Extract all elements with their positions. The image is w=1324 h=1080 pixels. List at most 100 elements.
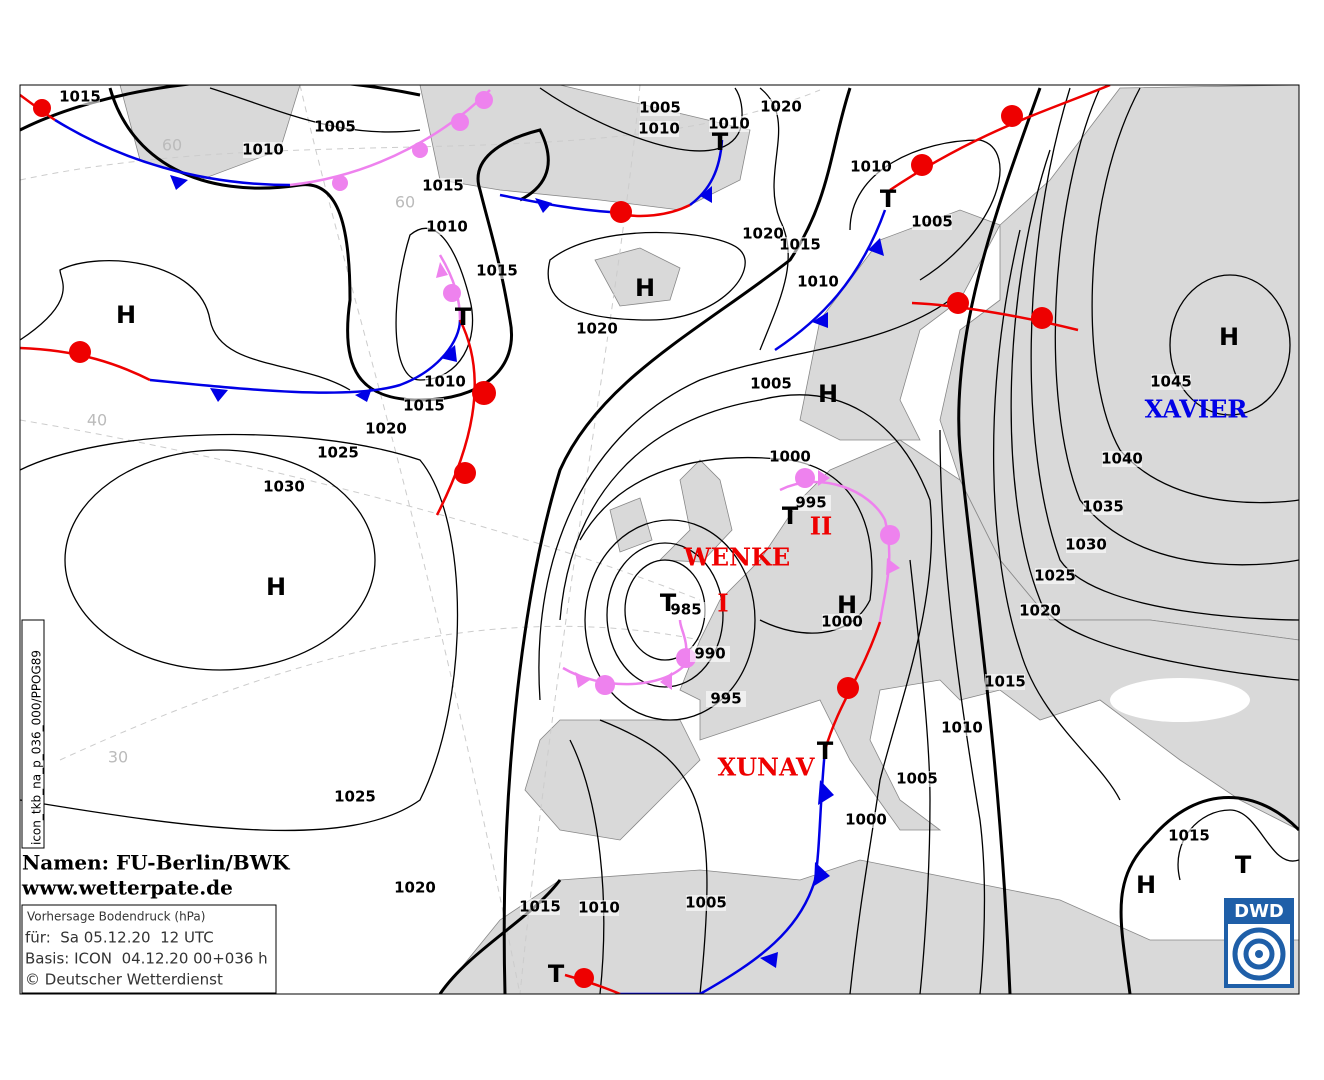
storm-name: XAVIER	[1145, 395, 1249, 424]
isobar-label: 1010	[242, 141, 284, 159]
isobar-label-bg	[851, 159, 891, 175]
isobar-label: 1015	[519, 898, 561, 916]
isobar-label-bg	[690, 646, 730, 662]
isobar-label-bg	[780, 237, 820, 253]
isobar-label: 1010	[424, 373, 466, 391]
isobar-label: 1005	[639, 99, 681, 117]
isobar-label: 1020	[394, 879, 436, 897]
logo-text: DWD	[1234, 901, 1284, 922]
isobar-label: 1010	[850, 158, 892, 176]
pressure-center: H	[837, 591, 857, 619]
isobar-label-bg	[1020, 603, 1060, 619]
isobar-label: 1030	[1065, 536, 1107, 554]
isobar-label-bg	[60, 89, 100, 105]
isobar-label-bg	[942, 720, 982, 736]
isobar-label-bg	[770, 449, 810, 465]
pressure-center: H	[266, 573, 286, 601]
pressure-center: H	[635, 274, 655, 302]
pressure-center: T	[712, 128, 729, 156]
isobar-label: 990	[694, 645, 725, 663]
isobar-label: 1015	[779, 236, 821, 254]
isobar-label: 1010	[578, 899, 620, 917]
isobar-label: 995	[795, 494, 826, 512]
isobar-label: 1015	[1168, 827, 1210, 845]
storm-name: XUNAV	[718, 753, 815, 782]
isobar-label-bg	[1169, 828, 1209, 844]
isobar-label-bg	[577, 321, 617, 337]
dwd-logo: DWD	[1224, 898, 1294, 988]
isobar-label: 1025	[334, 788, 376, 806]
isobar-label: 1010	[941, 719, 983, 737]
pressure-center: H	[1219, 323, 1239, 351]
isobar-label: 1015	[403, 397, 445, 415]
info-title: Vorhersage Bodendruck (hPa)	[27, 910, 205, 924]
info-copyright: © Deutscher Wetterdienst	[25, 971, 223, 989]
storm-name: I	[717, 589, 728, 618]
isobar-label-bg	[791, 495, 831, 511]
isobar-label-bg	[666, 602, 706, 618]
isobar-label-bg	[1102, 451, 1142, 467]
pressure-center: T	[1235, 851, 1252, 879]
info-box	[21, 904, 277, 994]
isobar-label-bg	[404, 398, 444, 414]
isobar-label-bg	[985, 674, 1025, 690]
storm-name: WENKE	[683, 543, 790, 572]
isobar-label: 1010	[426, 218, 468, 236]
pressure-center: T	[880, 185, 897, 213]
isobar-label-bg	[315, 119, 355, 135]
isobar-label-bg	[264, 479, 304, 495]
isobar-label: 1005	[911, 213, 953, 231]
isobar-label-bg	[706, 691, 746, 707]
isobar-label-bg	[427, 219, 467, 235]
isobar-label-bg	[1066, 537, 1106, 553]
isobar-label: 1010	[638, 120, 680, 138]
info-basis: Basis: ICON 04.12.20 00+036 h	[25, 950, 268, 968]
isobar-label: 1015	[476, 262, 518, 280]
latitude-label: 40	[87, 411, 107, 430]
pressure-center: T	[455, 303, 472, 331]
isobar-label-bg	[709, 116, 749, 132]
isobar-label-bg	[335, 789, 375, 805]
latitude-label: 60	[395, 193, 415, 212]
isobar-label-bg	[640, 100, 680, 116]
isobar-label-bg	[912, 214, 952, 230]
isobar-label: 1020	[742, 225, 784, 243]
latitude-label: 60	[162, 136, 182, 155]
isobar-label-bg	[846, 812, 886, 828]
pressure-center: H	[116, 301, 136, 329]
credits-website: www.wetterpate.de	[21, 876, 233, 900]
isobar-label-bg	[822, 614, 862, 630]
isobar-label-bg	[761, 99, 801, 115]
pressure-center: T	[817, 737, 834, 765]
isobar-label-bg	[1083, 499, 1123, 515]
isobar-label: 1005	[685, 894, 727, 912]
isobar-label: 1045	[1150, 373, 1192, 391]
run-id-box	[21, 619, 45, 849]
isobar-label-bg	[395, 880, 435, 896]
isobar-label-bg	[1035, 568, 1075, 584]
isobar-label-bg	[579, 900, 619, 916]
fronts	[20, 85, 1111, 994]
isobar-label: 1000	[821, 613, 863, 631]
isobar-label-bg	[425, 374, 465, 390]
pressure-center: H	[818, 380, 838, 408]
run-id: icon_tkb_na_p_036_000/PPOG89	[30, 650, 44, 845]
pressure-center: H	[1136, 871, 1156, 899]
isobar-label: 995	[710, 690, 741, 708]
isobar-label: 1020	[365, 420, 407, 438]
isobar-label-bg	[639, 121, 679, 137]
isobar-label: 1005	[314, 118, 356, 136]
isobar-label-bg	[897, 771, 937, 787]
isobar-label: 1040	[1101, 450, 1143, 468]
isobar-label-bg	[366, 421, 406, 437]
isobar-label: 1015	[422, 177, 464, 195]
isobar-label: 1010	[708, 115, 750, 133]
isobar-label-bg	[686, 895, 726, 911]
pressure-center: T	[660, 589, 677, 617]
isobar-label-bg	[318, 445, 358, 461]
isobar-label: 1005	[896, 770, 938, 788]
isobar-label: 985	[670, 601, 701, 619]
